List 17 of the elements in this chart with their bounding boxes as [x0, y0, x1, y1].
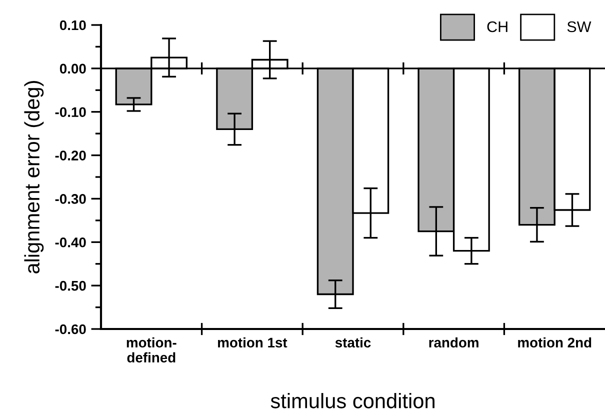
y-axis-title: alignment error (deg)	[24, 81, 44, 274]
x-tick-label: static	[335, 337, 371, 348]
legend-label: CH	[487, 21, 508, 32]
y-tick-label: -0.30	[55, 194, 86, 204]
y-tick-label: -0.40	[55, 237, 86, 248]
y-tick-label: -0.50	[55, 280, 86, 291]
x-axis-title: stimulus condition	[270, 393, 434, 408]
y-tick-label: -0.60	[55, 324, 86, 334]
y-tick-label: 0.10	[60, 20, 86, 30]
y-tick-label: -0.10	[55, 107, 86, 118]
x-tick-label: motion 2nd	[518, 337, 592, 348]
y-tick-label: 0.00	[60, 64, 86, 74]
x-tick-label: motion- defined	[126, 337, 176, 362]
x-tick-label: random	[429, 337, 478, 348]
legend-label: SW	[567, 21, 592, 32]
x-tick-label: motion 1st	[218, 337, 288, 348]
y-tick-label: -0.20	[55, 150, 86, 160]
